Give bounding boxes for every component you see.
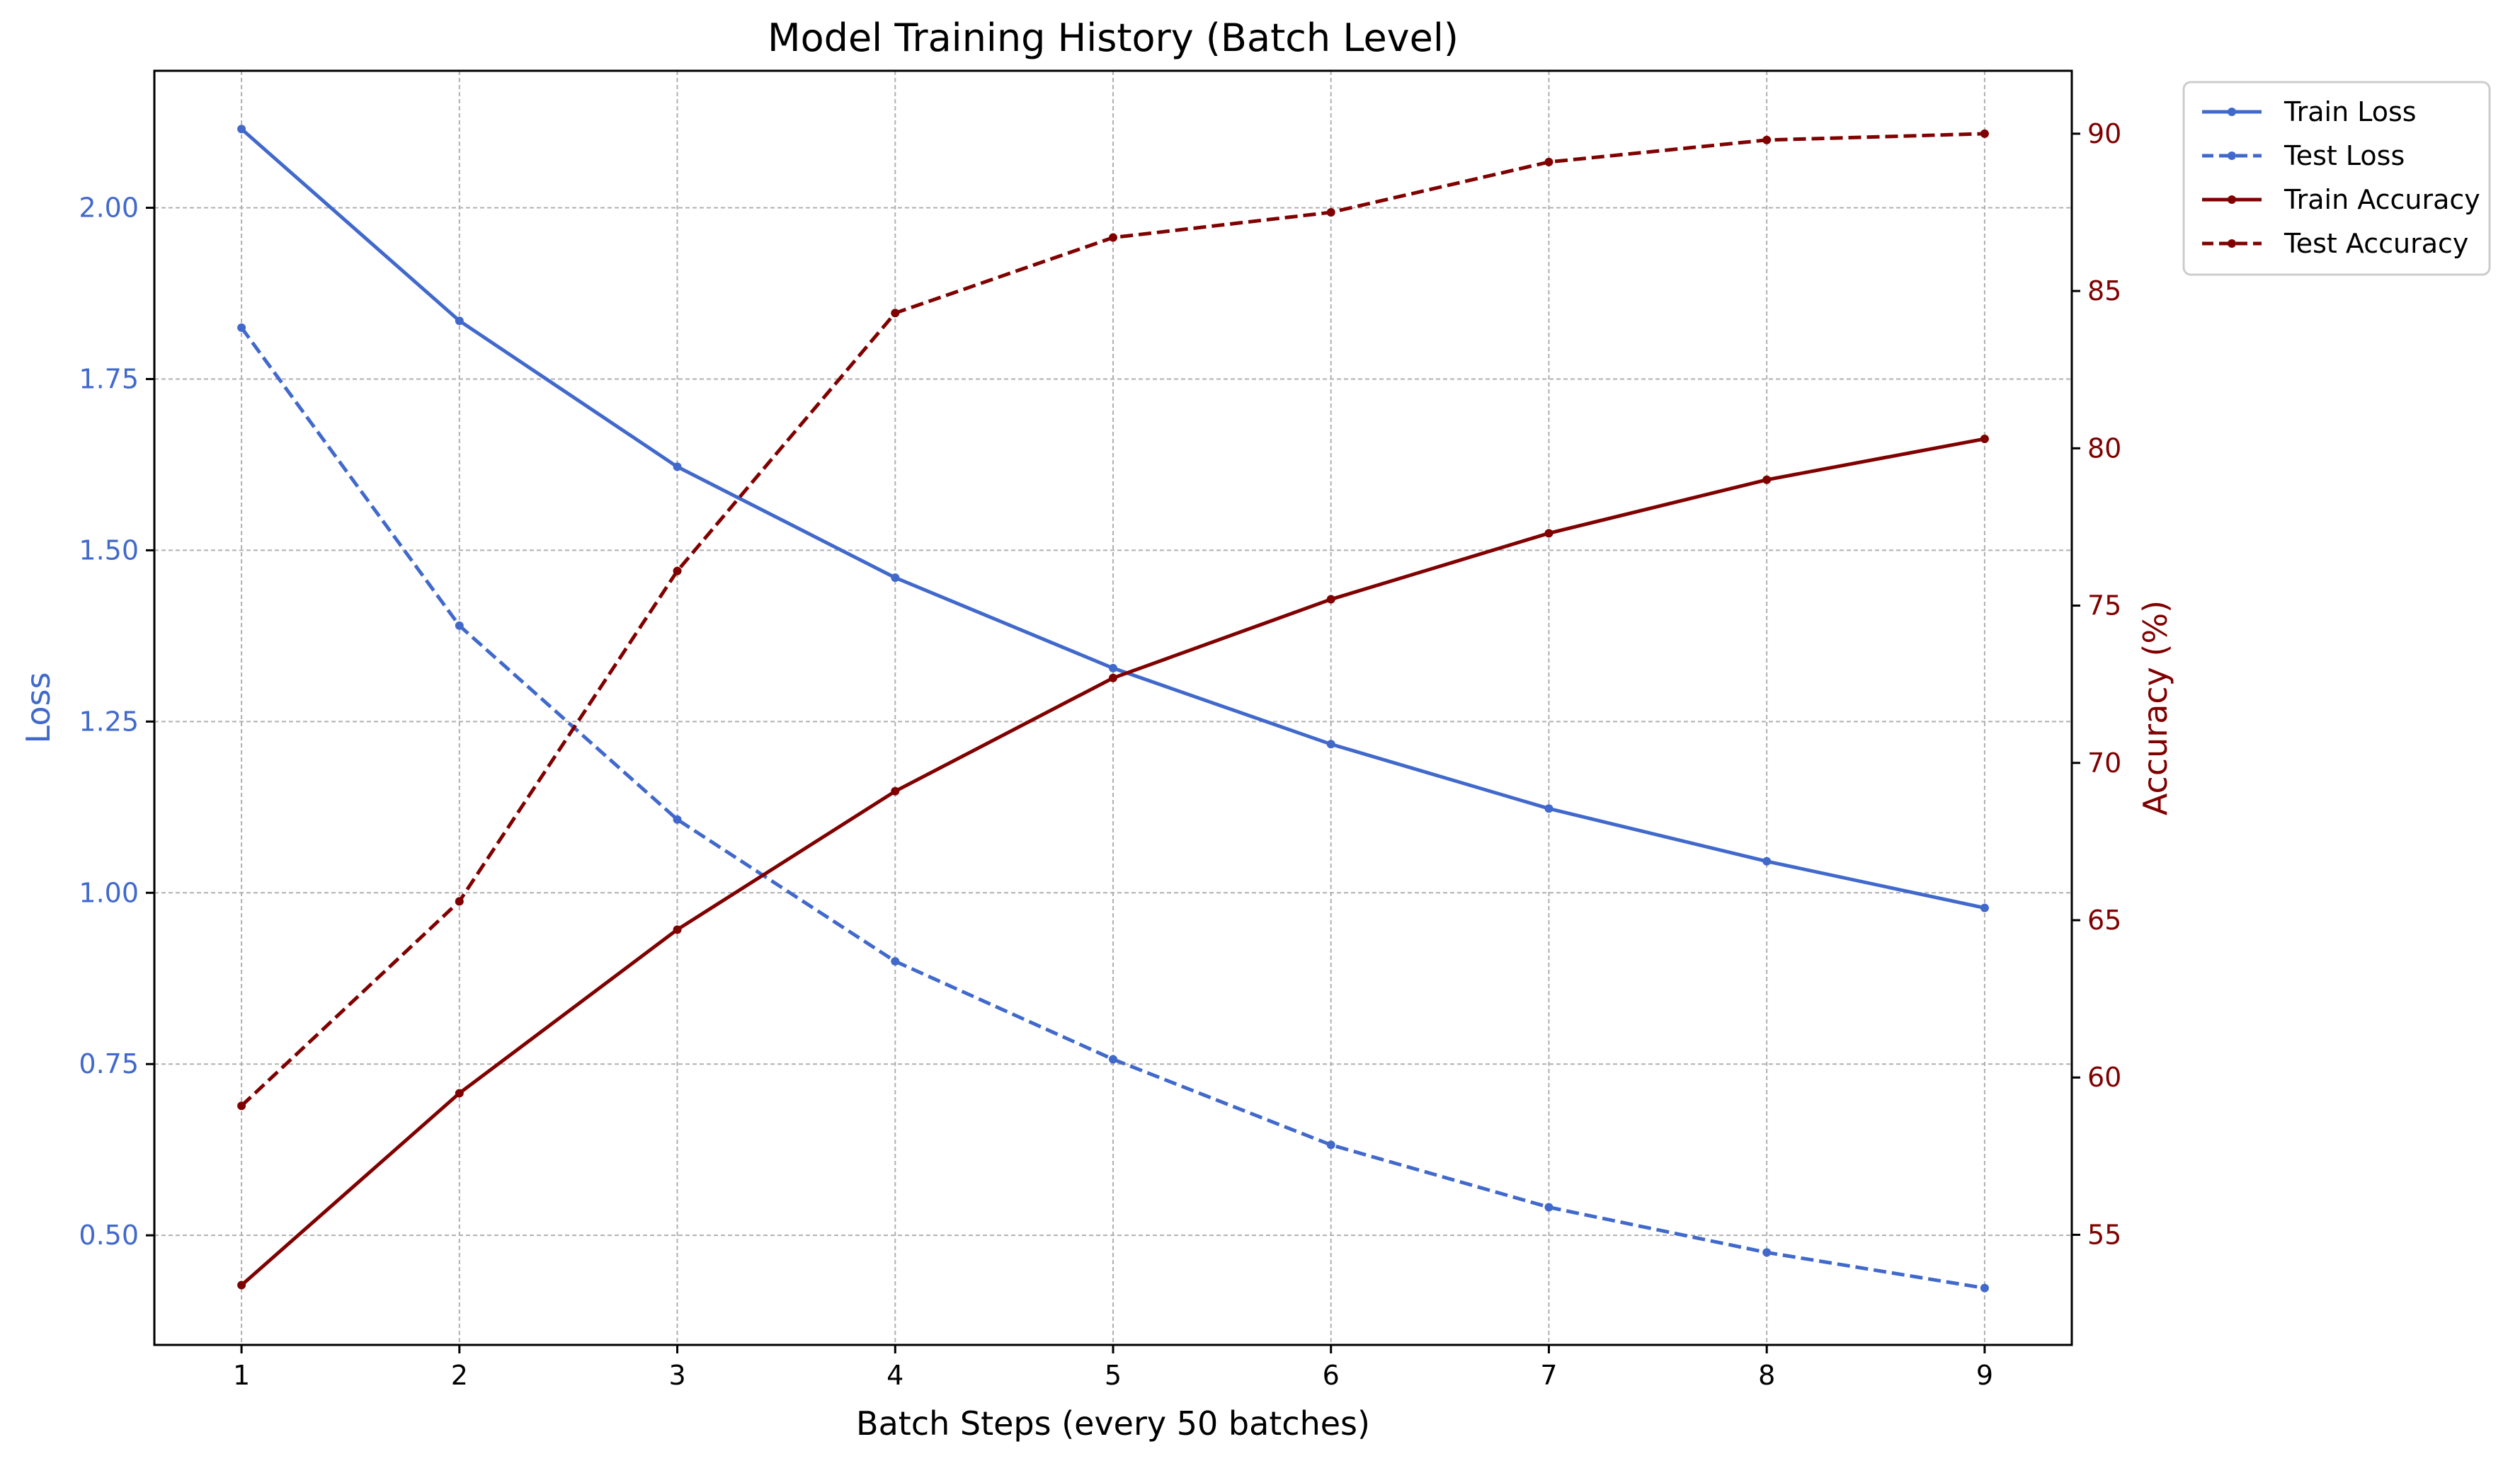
legend-marker-test-accuracy bbox=[2228, 239, 2236, 248]
left-tick-label: 1.50 bbox=[79, 534, 139, 566]
train-loss-point bbox=[237, 125, 246, 134]
x-tick-label: 5 bbox=[1105, 1360, 1122, 1391]
right-tick-label: 85 bbox=[2087, 275, 2121, 306]
x-tick-label: 2 bbox=[451, 1360, 468, 1391]
test-accuracy-point bbox=[673, 566, 682, 575]
train-accuracy-point bbox=[1762, 475, 1772, 484]
left-tick-label: 0.75 bbox=[79, 1048, 139, 1079]
test-accuracy-point bbox=[1980, 129, 1989, 138]
train-accuracy-point bbox=[673, 925, 682, 934]
test-accuracy-point bbox=[455, 897, 464, 906]
test-loss-point bbox=[1326, 1140, 1335, 1150]
legend-label-test-loss: Test Loss bbox=[2284, 140, 2405, 171]
test-loss-point bbox=[455, 621, 464, 630]
legend-items: Train Loss Test Loss Train Accuracy Test Ac… bbox=[2202, 96, 2480, 259]
test-accuracy-point bbox=[1544, 157, 1553, 166]
train-loss-point bbox=[1544, 804, 1553, 813]
train-loss-point bbox=[1762, 856, 1772, 866]
x-tick-label: 9 bbox=[1976, 1360, 1993, 1391]
test-loss-point bbox=[1980, 1283, 1989, 1293]
x-tick-label: 4 bbox=[886, 1360, 903, 1391]
right-tick-label: 80 bbox=[2087, 432, 2121, 464]
x-tick-label: 7 bbox=[1540, 1360, 1557, 1391]
train-loss-point bbox=[1980, 903, 1989, 912]
left-axis-ticks: 0.50 0.75 1.00 1.25 1.50 1.75 2.00 bbox=[79, 193, 154, 1251]
left-tick-label: 1.00 bbox=[79, 877, 139, 908]
test-loss-point bbox=[1762, 1248, 1772, 1257]
right-tick-label: 60 bbox=[2087, 1062, 2121, 1093]
train-accuracy-point bbox=[1326, 595, 1335, 604]
test-loss-point bbox=[891, 957, 900, 966]
x-tick-label: 1 bbox=[233, 1360, 250, 1391]
test-accuracy-point bbox=[1762, 135, 1772, 144]
test-accuracy-point bbox=[1326, 208, 1335, 217]
train-accuracy-point bbox=[1109, 673, 1117, 682]
left-tick-label: 1.25 bbox=[79, 706, 139, 737]
train-loss-point bbox=[455, 316, 464, 326]
legend-label-test-accuracy: Test Accuracy bbox=[2284, 228, 2468, 259]
right-tick-label: 70 bbox=[2087, 747, 2121, 779]
right-y-axis-label: Accuracy (%) bbox=[2136, 600, 2174, 815]
legend: Train Loss Test Loss Train Accuracy Test Ac… bbox=[2182, 81, 2491, 276]
test-loss-point bbox=[673, 815, 682, 824]
legend-label-train-accuracy: Train Accuracy bbox=[2284, 184, 2480, 215]
test-loss-point bbox=[237, 323, 246, 332]
x-tick-label: 3 bbox=[668, 1360, 685, 1391]
train-accuracy-point bbox=[891, 786, 900, 796]
x-tick-label: 8 bbox=[1758, 1360, 1775, 1391]
series-layer bbox=[237, 125, 1989, 1293]
train-accuracy-point bbox=[1544, 529, 1553, 538]
legend-marker-test-loss bbox=[2228, 151, 2236, 160]
grid bbox=[154, 71, 2072, 1345]
train-loss-point bbox=[1326, 740, 1335, 749]
x-axis-label: Batch Steps (every 50 batches) bbox=[856, 1404, 1370, 1443]
train-accuracy-point bbox=[237, 1280, 246, 1290]
left-y-axis-label: Loss bbox=[19, 672, 57, 744]
train-loss-point bbox=[1109, 663, 1117, 672]
train-accuracy-point bbox=[455, 1089, 464, 1098]
x-tick-label: 6 bbox=[1323, 1360, 1340, 1391]
x-axis-ticks: 1 2 3 4 5 6 7 8 9 bbox=[233, 1345, 1993, 1391]
chart-title: Model Training History (Batch Level) bbox=[768, 16, 1459, 60]
right-tick-label: 90 bbox=[2087, 118, 2121, 149]
legend-marker-train-loss bbox=[2228, 108, 2236, 116]
right-axis-ticks: 55 60 65 70 75 80 85 90 bbox=[2072, 118, 2121, 1250]
train-loss-point bbox=[673, 462, 682, 471]
test-accuracy-point bbox=[1109, 233, 1117, 242]
legend-label-train-loss: Train Loss bbox=[2284, 96, 2417, 127]
train-accuracy-point bbox=[1980, 435, 1989, 443]
legend-marker-train-accuracy bbox=[2228, 195, 2236, 204]
right-tick-label: 75 bbox=[2087, 590, 2121, 621]
test-accuracy-point bbox=[891, 309, 900, 318]
left-tick-label: 2.00 bbox=[79, 193, 139, 224]
train-loss-point bbox=[891, 573, 900, 583]
test-loss-point bbox=[1109, 1055, 1117, 1064]
left-tick-label: 0.50 bbox=[79, 1220, 139, 1251]
left-tick-label: 1.75 bbox=[79, 363, 139, 394]
test-accuracy-point bbox=[237, 1101, 246, 1111]
test-loss-point bbox=[1544, 1203, 1553, 1212]
legend-box bbox=[2182, 81, 2491, 276]
right-tick-label: 65 bbox=[2087, 905, 2121, 936]
right-tick-label: 55 bbox=[2087, 1219, 2121, 1250]
